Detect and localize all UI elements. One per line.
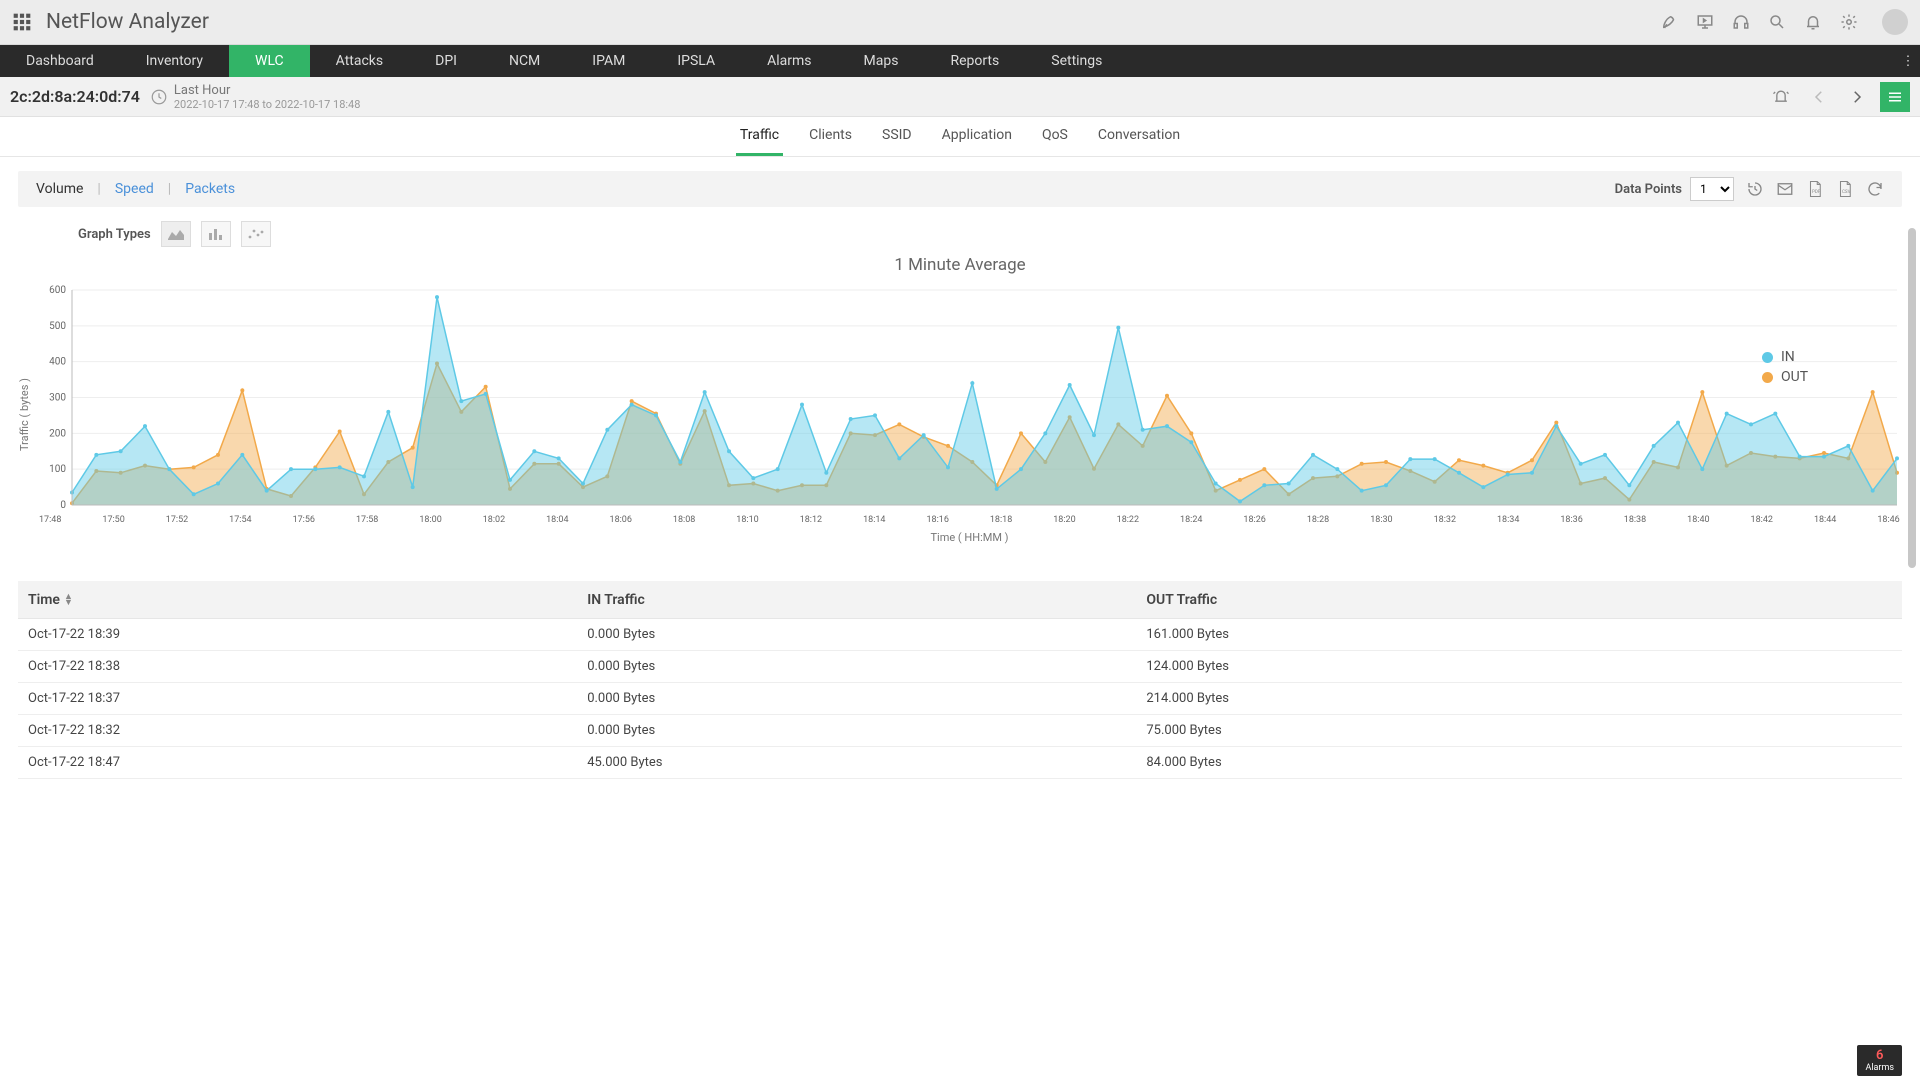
top-bar: NetFlow Analyzer: [0, 0, 1920, 45]
nav-ipam[interactable]: IPAM: [566, 45, 651, 77]
graph-type-scatter-button[interactable]: [241, 221, 271, 247]
svg-text:CSV: CSV: [1842, 189, 1851, 195]
chart-legend: IN OUT: [1762, 345, 1902, 389]
alarms-label: Alarms: [1865, 1063, 1894, 1073]
time-range-label: Last Hour: [174, 83, 361, 98]
chevron-left-icon[interactable]: [1804, 82, 1834, 112]
nav-ipsla[interactable]: IPSLA: [651, 45, 741, 77]
device-bar: 2c:2d:8a:24:0d:74 Last Hour 2022-10-17 1…: [0, 77, 1920, 117]
x-axis-label: Time ( HH:MM ): [37, 531, 1902, 544]
svg-text:200: 200: [49, 428, 66, 439]
graph-type-bar-button[interactable]: [201, 221, 231, 247]
svg-text:100: 100: [49, 464, 66, 475]
y-axis-label: Traffic ( bytes ): [18, 378, 31, 451]
subtab-application[interactable]: Application: [938, 117, 1016, 156]
table-row: Oct-17-22 18:380.000 Bytes124.000 Bytes: [18, 651, 1902, 683]
presentation-icon[interactable]: [1696, 13, 1714, 31]
svg-text:PDF: PDF: [1812, 189, 1821, 195]
x-axis-ticks: 17:4817:5017:5217:5417:5617:5818:0018:02…: [37, 515, 1902, 525]
subtab-conversation[interactable]: Conversation: [1094, 117, 1184, 156]
time-range[interactable]: Last Hour 2022-10-17 17:48 to 2022-10-17…: [174, 83, 361, 111]
main-nav: DashboardInventoryWLCAttacksDPINCMIPAMIP…: [0, 45, 1920, 77]
app-title: NetFlow Analyzer: [46, 10, 1660, 34]
nav-attacks[interactable]: Attacks: [310, 45, 409, 77]
graph-types-label: Graph Types: [78, 227, 151, 242]
alarms-count: 6: [1865, 1048, 1894, 1063]
graph-type-area-button[interactable]: [161, 221, 191, 247]
metric-tabs: Volume|Speed|Packets: [36, 181, 235, 197]
headset-icon[interactable]: [1732, 13, 1750, 31]
gear-icon[interactable]: [1840, 13, 1858, 31]
nav-inventory[interactable]: Inventory: [120, 45, 229, 77]
nav-more-icon[interactable]: ⋮: [1896, 45, 1920, 77]
subtab-qos[interactable]: QoS: [1038, 117, 1072, 156]
menu-icon[interactable]: [1880, 82, 1910, 112]
nav-reports[interactable]: Reports: [924, 45, 1025, 77]
pdf-icon[interactable]: PDF: [1806, 180, 1824, 198]
history-icon[interactable]: [1746, 180, 1764, 198]
apps-grid-icon[interactable]: [12, 12, 32, 32]
table-header-in[interactable]: IN Traffic: [587, 592, 1146, 608]
metric-volume[interactable]: Volume: [36, 181, 83, 197]
nav-dashboard[interactable]: Dashboard: [0, 45, 120, 77]
subtab-ssid[interactable]: SSID: [878, 117, 916, 156]
chart-toolbar: Volume|Speed|Packets Data Points 1 PDF C…: [18, 171, 1902, 207]
table-row: Oct-17-22 18:320.000 Bytes75.000 Bytes: [18, 715, 1902, 747]
clock-icon: [150, 88, 168, 106]
metric-speed[interactable]: Speed: [115, 181, 154, 197]
device-id: 2c:2d:8a:24:0d:74: [10, 87, 140, 106]
legend-in[interactable]: IN: [1762, 349, 1902, 365]
user-avatar[interactable]: [1882, 9, 1908, 35]
alarm-bell-icon[interactable]: [1766, 82, 1796, 112]
metric-packets[interactable]: Packets: [185, 181, 235, 197]
nav-dpi[interactable]: DPI: [409, 45, 483, 77]
nav-maps[interactable]: Maps: [838, 45, 925, 77]
csv-icon[interactable]: CSV: [1836, 180, 1854, 198]
nav-alarms[interactable]: Alarms: [741, 45, 837, 77]
subtab-traffic[interactable]: Traffic: [736, 117, 783, 156]
bell-icon[interactable]: [1804, 13, 1822, 31]
nav-ncm[interactable]: NCM: [483, 45, 566, 77]
time-range-detail: 2022-10-17 17:48 to 2022-10-17 18:48: [174, 98, 361, 111]
refresh-icon[interactable]: [1866, 180, 1884, 198]
data-points-label: Data Points: [1615, 182, 1682, 197]
table-header-out[interactable]: OUT Traffic: [1146, 592, 1892, 608]
subtab-clients[interactable]: Clients: [805, 117, 856, 156]
chevron-right-icon[interactable]: [1842, 82, 1872, 112]
traffic-chart[interactable]: 0 100 200 300 400 500 600: [37, 285, 1902, 515]
table-header-time[interactable]: Time▲▼: [28, 592, 587, 608]
table-header: Time▲▼ IN Traffic OUT Traffic: [18, 581, 1902, 619]
data-points-select[interactable]: 1: [1690, 177, 1734, 201]
sub-tabs: Traffic Clients SSID Application QoS Conversa…: [0, 117, 1920, 157]
search-icon[interactable]: [1768, 13, 1786, 31]
svg-text:600: 600: [49, 285, 66, 296]
svg-text:300: 300: [49, 393, 66, 404]
top-actions: [1660, 9, 1908, 35]
chart-area: Graph Types 1 Minute Average Traffic ( b…: [18, 217, 1902, 567]
nav-wlc[interactable]: WLC: [229, 45, 310, 77]
svg-text:500: 500: [49, 321, 66, 332]
svg-text:400: 400: [49, 357, 66, 368]
mail-icon[interactable]: [1776, 180, 1794, 198]
table-row: Oct-17-22 18:4745.000 Bytes84.000 Bytes: [18, 747, 1902, 779]
traffic-table: Time▲▼ IN Traffic OUT Traffic Oct-17-22 …: [18, 581, 1902, 779]
svg-text:0: 0: [60, 500, 66, 511]
table-row: Oct-17-22 18:390.000 Bytes161.000 Bytes: [18, 619, 1902, 651]
chart-title: 1 Minute Average: [18, 255, 1902, 275]
table-row: Oct-17-22 18:370.000 Bytes214.000 Bytes: [18, 683, 1902, 715]
rocket-icon[interactable]: [1660, 13, 1678, 31]
scrollbar-thumb[interactable]: [1908, 228, 1916, 568]
nav-settings[interactable]: Settings: [1025, 45, 1128, 77]
alarms-badge[interactable]: 6 Alarms: [1857, 1045, 1902, 1076]
legend-out[interactable]: OUT: [1762, 369, 1902, 385]
